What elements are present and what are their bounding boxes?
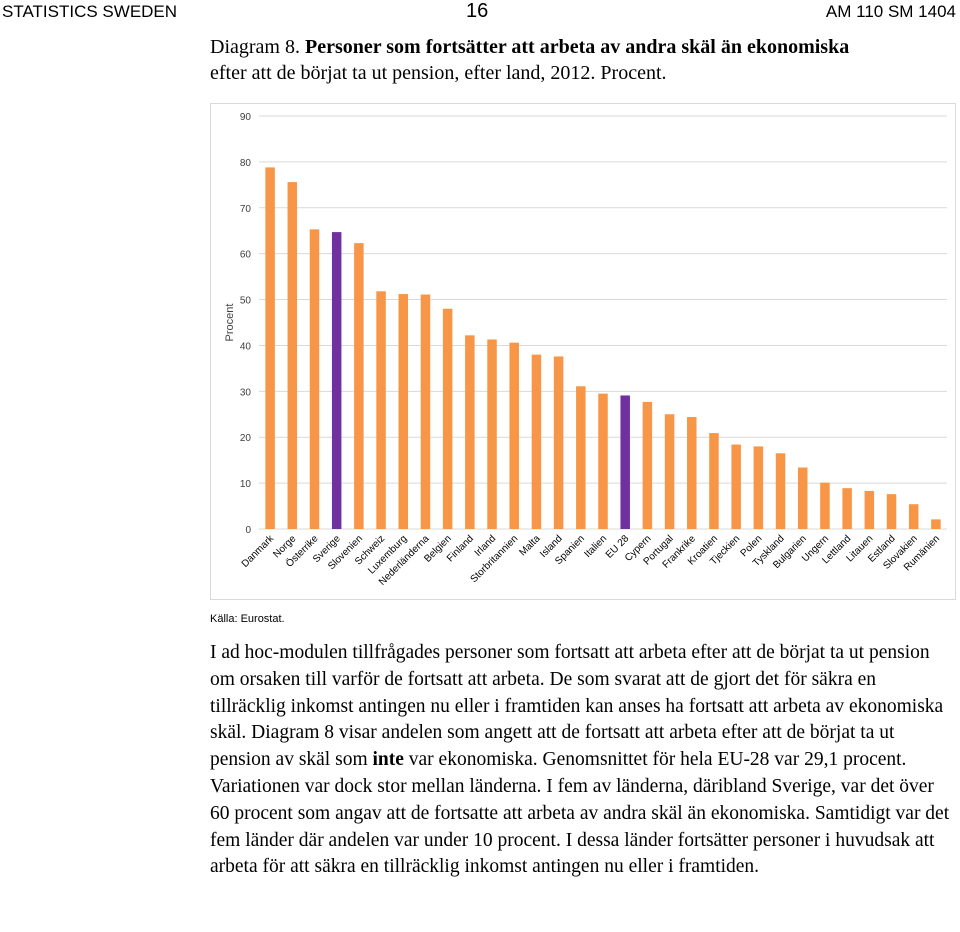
bar-chart: 0102030405060708090ProcentDanmarkNorgeÖs…: [224, 112, 947, 588]
y-tick-label: 70: [240, 204, 252, 215]
bar: [465, 335, 475, 529]
report-id: AM 110 SM 1404: [825, 2, 956, 21]
y-tick-label: 50: [240, 296, 252, 307]
bar: [487, 339, 497, 529]
bar: [620, 395, 630, 529]
bar: [265, 167, 275, 529]
bar: [797, 467, 808, 529]
title-text-2: efter att de börjat ta ut pension, efter…: [210, 62, 667, 84]
page-number: 16: [466, 0, 489, 22]
bar: [886, 494, 897, 529]
paragraph-part-1: I ad hoc-modulen tillfrågades personer s…: [210, 642, 944, 771]
title-text-1: Personer som fortsätter att arbeta av an…: [304, 36, 850, 58]
bar: [509, 342, 519, 529]
bar: [664, 414, 675, 529]
y-axis-label: Procent: [224, 304, 236, 342]
y-tick-label: 90: [240, 112, 252, 123]
chart-title-line-1: Diagram 8. Personer som fortsätter att a…: [210, 34, 955, 60]
bar: [576, 386, 586, 529]
bar: [531, 354, 542, 529]
bar: [775, 453, 786, 529]
bar: [687, 417, 697, 529]
bar: [398, 294, 409, 529]
x-tick-label: Malta: [517, 533, 542, 558]
y-tick-label: 20: [240, 433, 252, 444]
body-paragraph: I ad hoc-modulen tillfrågades personer s…: [210, 640, 955, 881]
bar: [553, 356, 564, 529]
bar: [820, 482, 830, 529]
bar: [598, 393, 608, 529]
bar: [709, 433, 719, 529]
bar: [908, 504, 919, 529]
y-tick-label: 0: [245, 525, 251, 536]
y-tick-label: 80: [240, 158, 252, 169]
x-tick-label: Italien: [582, 533, 609, 560]
y-tick-label: 30: [240, 387, 252, 398]
bar: [287, 182, 298, 529]
source-note: Källa: Eurostat.: [210, 613, 285, 625]
y-tick-label: 60: [240, 250, 252, 261]
paragraph-emphasis: inte: [372, 749, 404, 771]
diagram-label: Diagram 8.: [210, 36, 300, 58]
header-org: STATISTICS SWEDEN: [2, 2, 178, 21]
bar: [931, 519, 941, 529]
bar: [753, 446, 764, 529]
chart-frame: 0 10 20 30 40 50 60 70 80 90 Procent Danmark Norge Ös…: [210, 103, 956, 600]
bar: [864, 490, 875, 529]
bar: [642, 401, 653, 529]
bar: [420, 294, 431, 529]
bar: [731, 444, 741, 529]
bar: [331, 232, 342, 530]
bar: [442, 308, 453, 529]
paragraph-part-2: var ekonomiska. Genomsnittet för hela EU…: [210, 749, 950, 878]
bar: [376, 291, 386, 529]
y-tick-label: 10: [240, 479, 252, 490]
bar: [842, 488, 852, 529]
bar: [309, 229, 320, 529]
x-tick-label: Danmark: [240, 533, 277, 570]
y-tick-label: 40: [240, 341, 252, 352]
bar: [354, 243, 364, 529]
